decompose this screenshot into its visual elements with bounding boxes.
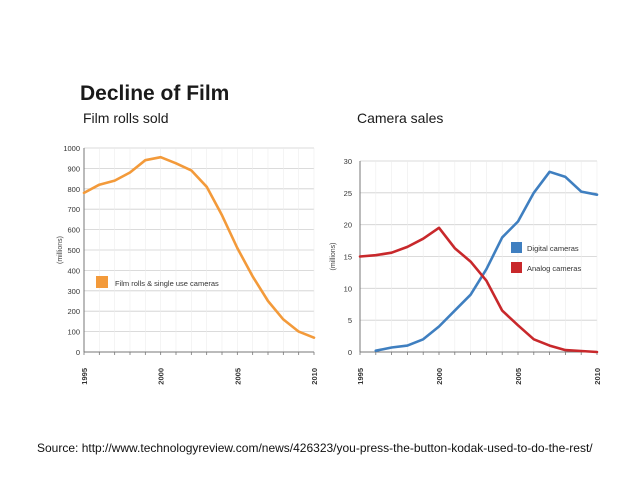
y-tick-label: 400 — [67, 266, 80, 275]
y-tick-label: 700 — [67, 205, 80, 214]
y-tick-label: 200 — [67, 307, 80, 316]
main-title: Decline of Film — [80, 82, 230, 105]
legend-swatch-analog-cameras — [511, 262, 522, 273]
series-line-analog-cameras — [358, 226, 599, 354]
y-tick-label: 1000 — [63, 144, 80, 153]
x-tick-label: 1995 — [80, 368, 89, 385]
x-tick-label: 2000 — [157, 368, 166, 385]
x-tick-label: 1995 — [356, 368, 365, 385]
chart-camera-sales: Camera sales (millions) 0 5 10 15 20 25 30 1995 20… — [330, 110, 602, 385]
y-tick-label: 25 — [344, 189, 352, 198]
x-tick-label: 2005 — [514, 368, 523, 385]
y-axis-label: (millions) — [330, 243, 337, 271]
x-tick-label: 2005 — [233, 368, 242, 385]
chart-title: Film rolls sold — [83, 110, 169, 126]
y-tick-label: 100 — [67, 328, 80, 337]
y-tick-label: 10 — [344, 284, 352, 293]
legend-label-digital-cameras: Digital cameras — [527, 244, 579, 253]
y-tick-label: 20 — [344, 221, 352, 230]
y-tick-label: 500 — [67, 246, 80, 255]
y-tick-label: 300 — [67, 287, 80, 296]
x-tick-label: 2010 — [310, 368, 319, 385]
chart-film-rolls-sold: Film rolls sold (millions) 0 100 200 300 400 50… — [57, 110, 319, 385]
y-tick-label: 30 — [344, 157, 352, 166]
x-tick-label: 2010 — [593, 368, 602, 385]
y-tick-label: 900 — [67, 164, 80, 173]
y-tick-label: 600 — [67, 226, 80, 235]
y-axis-label: (millions) — [57, 236, 64, 264]
legend-swatch-digital-cameras — [511, 242, 522, 253]
legend-label-film-rolls-single-use-cameras: Film rolls & single use cameras — [115, 279, 219, 288]
legend-label-analog-cameras: Analog cameras — [527, 264, 581, 273]
series-line-film-rolls-single-use-cameras — [82, 155, 316, 340]
x-tick-label: 2000 — [435, 368, 444, 385]
y-tick-label: 0 — [76, 348, 80, 357]
chart-title: Camera sales — [357, 110, 443, 126]
y-tick-label: 5 — [348, 316, 352, 325]
legend-swatch-film-rolls-single-use-cameras — [96, 276, 108, 288]
y-tick-label: 15 — [344, 253, 352, 262]
source-citation: Source: http://www.technologyreview.com/… — [37, 441, 593, 455]
y-tick-label: 0 — [348, 348, 352, 357]
y-tick-label: 800 — [67, 185, 80, 194]
